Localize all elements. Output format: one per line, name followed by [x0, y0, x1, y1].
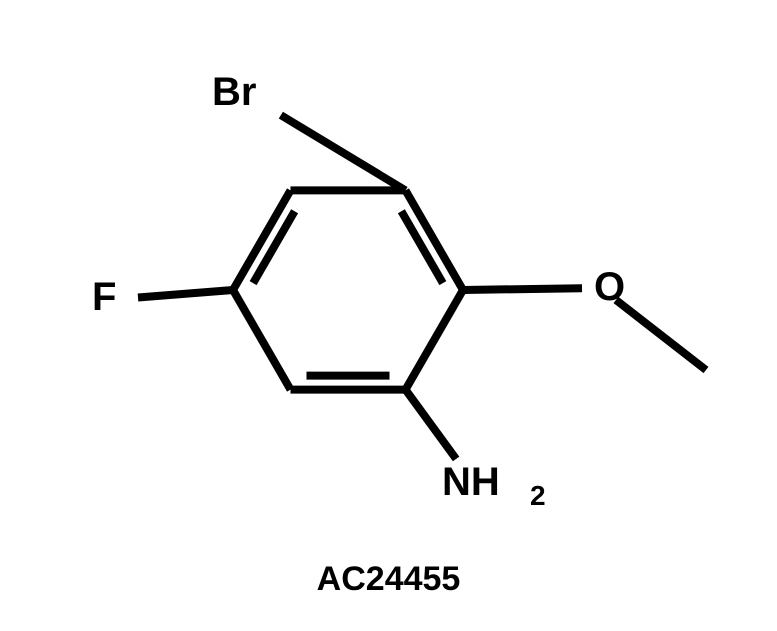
svg-text:O: O — [594, 265, 625, 309]
svg-text:2: 2 — [530, 480, 546, 511]
svg-text:F: F — [92, 275, 116, 319]
svg-text:NH: NH — [442, 460, 500, 504]
molecule-svg: Br F O NH 2 AC24455 — [0, 0, 777, 631]
molecule-diagram: Br F O NH 2 AC24455 — [0, 0, 777, 631]
compound-caption: AC24455 — [317, 560, 461, 598]
svg-text:Br: Br — [212, 70, 256, 114]
